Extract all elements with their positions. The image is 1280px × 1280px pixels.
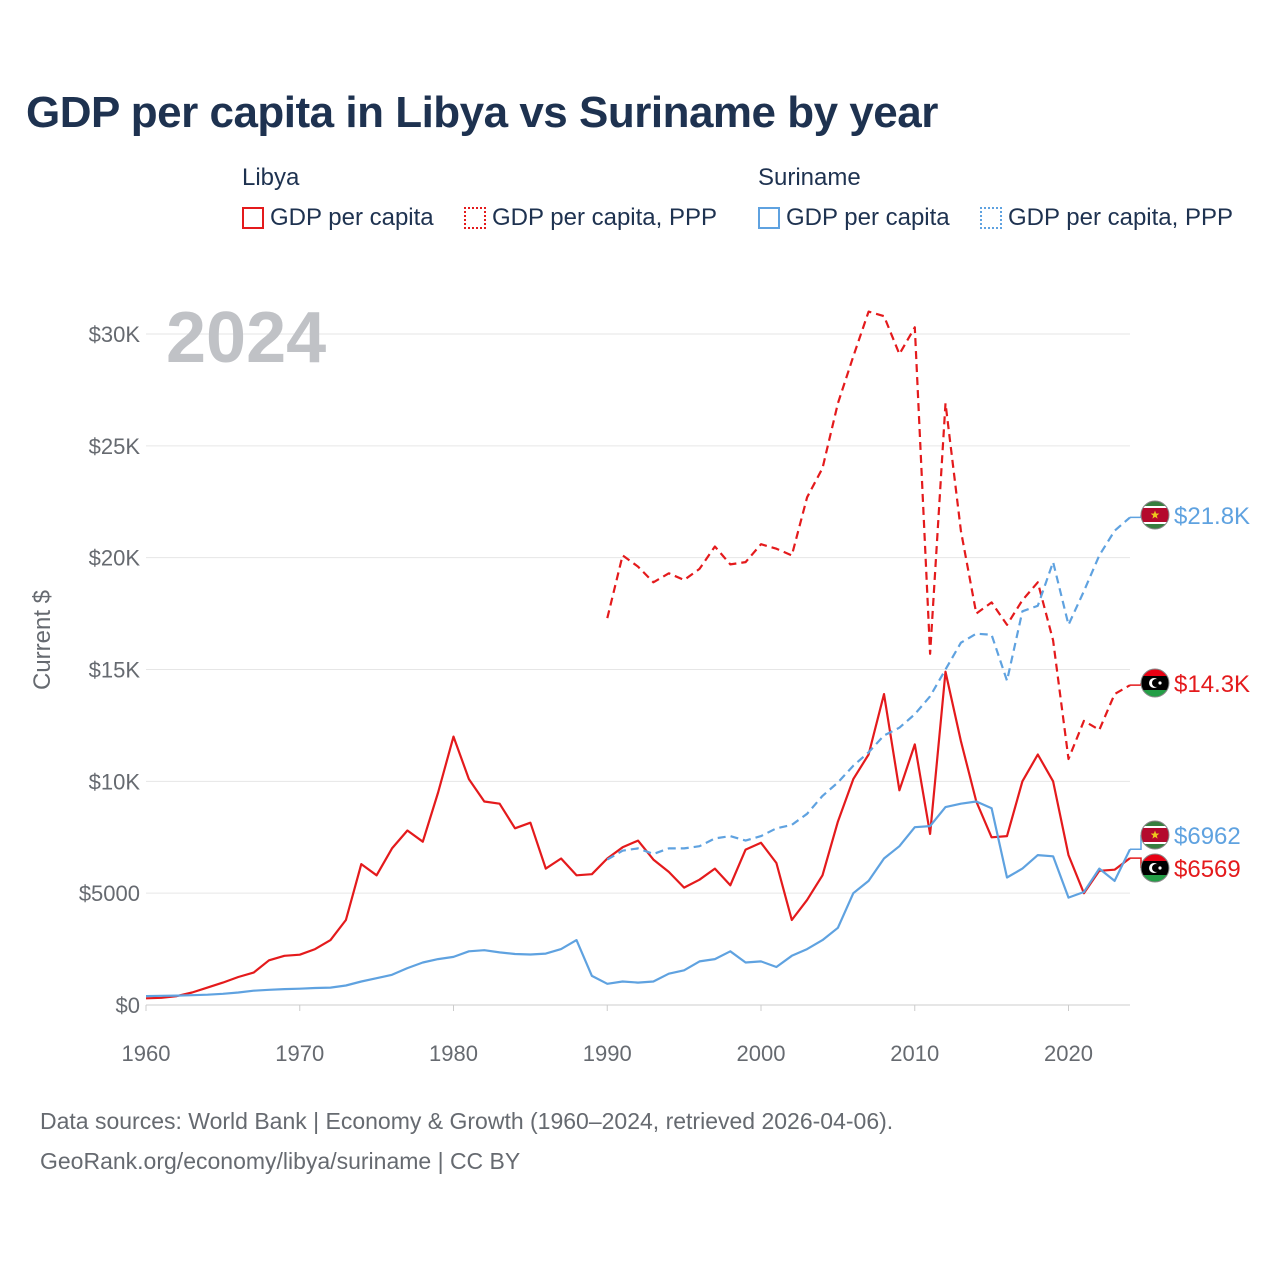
legend-swatch-suriname-dotted: [980, 207, 1002, 229]
flag-crescent-cut: [1152, 864, 1160, 872]
legend-group-suriname: Suriname: [758, 164, 861, 191]
flag-border: [1140, 500, 1170, 530]
suriname-flag-icon: [1140, 500, 1170, 530]
y-tick-label: $10K: [89, 769, 141, 794]
series-line-libya-gdp-per-capita: [145, 670, 1131, 1000]
flag-border: [1140, 820, 1170, 850]
libya-flag-icon: [1140, 853, 1170, 883]
series-lines: [145, 310, 1131, 1000]
flag-star: [1158, 681, 1162, 685]
leader-line: [1130, 835, 1142, 851]
legend-label: GDP per capita: [786, 204, 950, 231]
y-tick-label: $30K: [89, 322, 141, 347]
flag-stripe: [1141, 854, 1169, 861]
y-tick-label: $25K: [89, 434, 141, 459]
y-tick-label: $0: [116, 993, 140, 1018]
suriname-flag-icon: [1140, 820, 1170, 850]
legend-swatch-libya-solid: [242, 207, 264, 229]
legend-libya-ppp[interactable]: GDP per capita, PPP: [464, 204, 717, 232]
series-line-suriname-gdp-per-capita-ppp: [606, 516, 1131, 861]
series-end-label: $14.3K: [1174, 671, 1250, 698]
x-tick-label: 2010: [890, 1041, 939, 1066]
x-tick-label: 1980: [429, 1041, 478, 1066]
x-tick-label: 1990: [583, 1041, 632, 1066]
flag-stripe: [1141, 669, 1169, 676]
x-tick-label: 2000: [737, 1041, 786, 1066]
leader-line: [1130, 857, 1142, 868]
legend-label: GDP per capita: [270, 204, 434, 231]
y-tick-label: $20K: [89, 546, 141, 571]
y-tick-label: $5000: [79, 881, 140, 906]
leader-line: [1130, 515, 1142, 519]
series-line-suriname-gdp-per-capita: [145, 800, 1131, 998]
flag-border: [1140, 668, 1170, 698]
legend-suriname-gdp[interactable]: GDP per capita: [758, 204, 950, 232]
legend-libya-gdp[interactable]: GDP per capita: [242, 204, 434, 232]
legend-label: GDP per capita, PPP: [492, 204, 717, 231]
chart-title: GDP per capita in Libya vs Suriname by y…: [26, 88, 938, 137]
y-axis-ticks: $0 $5000 $10K $15K $20K $25K $30K: [79, 322, 141, 1018]
flag-star: [1150, 830, 1160, 839]
series-end-label: $6569: [1174, 856, 1241, 883]
flag-stripe: [1141, 875, 1169, 882]
leader-line: [1130, 683, 1142, 686]
x-tick-label: 2020: [1044, 1041, 1093, 1066]
legend-group-libya: Libya: [242, 164, 300, 191]
current-year-label: 2024: [166, 298, 326, 378]
x-axis-ticks: 1960 1970 1980 1990 2000 2010 2020: [122, 1005, 1093, 1066]
legend-swatch-suriname-solid: [758, 207, 780, 229]
series-line-libya-gdp-per-capita-ppp: [606, 310, 1131, 761]
flag-crescent-cut: [1152, 679, 1160, 687]
series-end-markers: $6569 $14.3K $6962 $21.8K: [1130, 500, 1250, 883]
legend-swatch-libya-dotted: [464, 207, 486, 229]
y-tick-label: $15K: [89, 658, 141, 683]
flag-stripe: [1141, 690, 1169, 697]
footer-attribution: GeoRank.org/economy/libya/suriname | CC …: [40, 1148, 521, 1174]
x-tick-label: 1960: [122, 1041, 171, 1066]
series-end-label: $6962: [1174, 823, 1241, 850]
x-tick-label: 1970: [275, 1041, 324, 1066]
gridlines: [146, 333, 1130, 894]
legend-label: GDP per capita, PPP: [1008, 204, 1233, 231]
libya-flag-icon: [1140, 668, 1170, 698]
legend-suriname-ppp[interactable]: GDP per capita, PPP: [980, 204, 1233, 232]
series-end-label: $21.8K: [1174, 503, 1250, 530]
flag-star: [1158, 866, 1162, 870]
flag-star: [1150, 510, 1160, 519]
footer-sources: Data sources: World Bank | Economy & Gro…: [40, 1108, 894, 1134]
y-axis-label: Current $: [29, 590, 56, 690]
flag-border: [1140, 853, 1170, 883]
